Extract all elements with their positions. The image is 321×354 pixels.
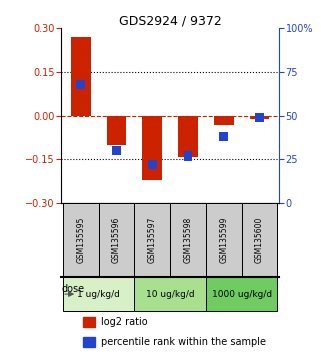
Bar: [148, 160, 157, 169]
Text: GSM135600: GSM135600: [255, 217, 264, 263]
Bar: [71, 37, 91, 116]
Bar: [112, 146, 121, 155]
Text: 1000 ug/kg/d: 1000 ug/kg/d: [212, 290, 272, 298]
Bar: [255, 113, 264, 122]
Bar: [214, 116, 234, 125]
Bar: [242, 203, 277, 277]
Bar: [206, 277, 277, 312]
Bar: [206, 203, 242, 277]
Title: GDS2924 / 9372: GDS2924 / 9372: [119, 14, 221, 27]
Text: GSM135595: GSM135595: [76, 217, 85, 263]
Bar: [83, 337, 95, 347]
Bar: [63, 277, 134, 312]
Text: 10 ug/kg/d: 10 ug/kg/d: [146, 290, 195, 298]
Bar: [219, 132, 228, 141]
Bar: [134, 277, 206, 312]
Bar: [107, 116, 126, 145]
Text: dose: dose: [62, 284, 85, 294]
Text: GSM135597: GSM135597: [148, 217, 157, 263]
Bar: [178, 116, 198, 156]
Bar: [134, 203, 170, 277]
Bar: [184, 151, 193, 161]
Text: 1 ug/kg/d: 1 ug/kg/d: [77, 290, 120, 298]
Bar: [143, 116, 162, 180]
Text: percentile rank within the sample: percentile rank within the sample: [101, 337, 266, 347]
Bar: [250, 116, 269, 119]
Bar: [63, 203, 99, 277]
Bar: [170, 203, 206, 277]
Bar: [76, 80, 85, 89]
Text: GSM135598: GSM135598: [184, 217, 193, 263]
Bar: [99, 203, 134, 277]
Text: log2 ratio: log2 ratio: [101, 317, 148, 327]
Text: GSM135596: GSM135596: [112, 217, 121, 263]
Bar: [83, 317, 95, 327]
Text: GSM135599: GSM135599: [219, 217, 228, 263]
